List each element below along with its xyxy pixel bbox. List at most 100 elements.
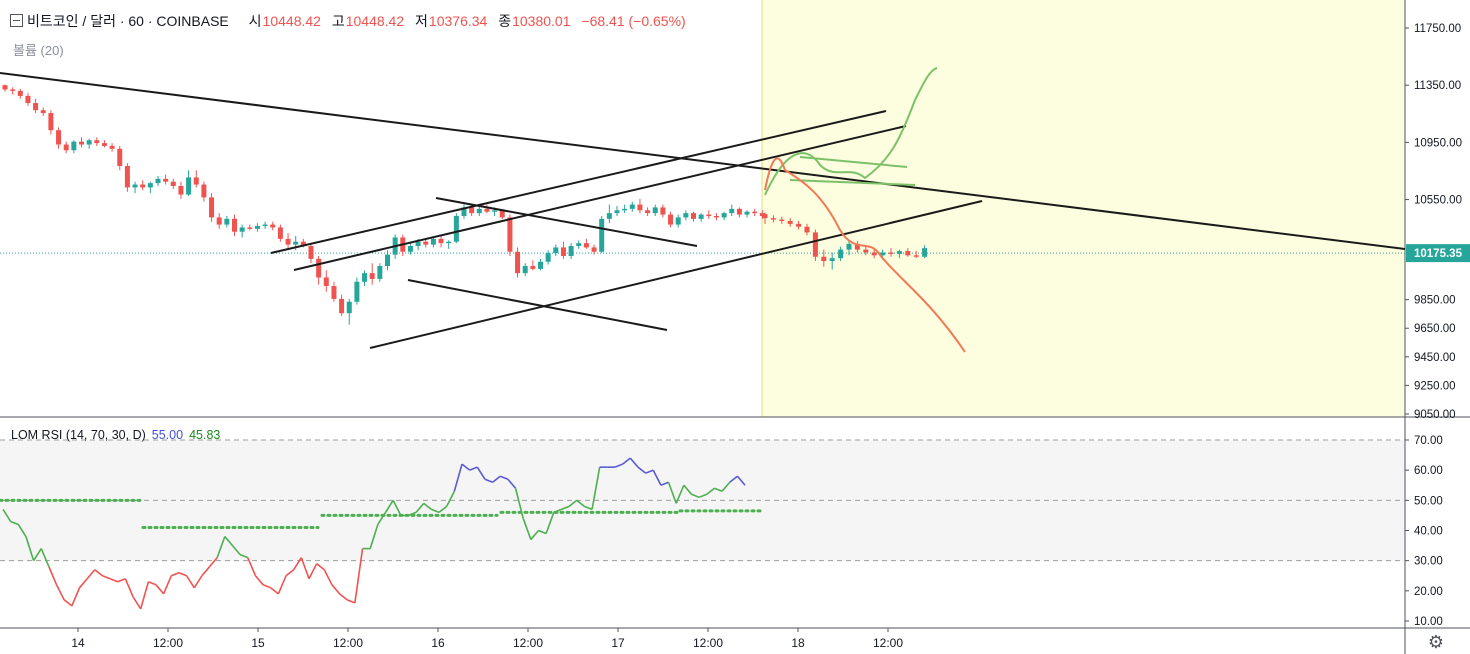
close-value: 10380.01 [512, 13, 571, 29]
candle-body [316, 258, 322, 278]
projection-candle-body [838, 249, 844, 259]
candle-body [691, 213, 696, 219]
trend-line [407, 279, 668, 331]
rsi-line-segment [522, 518, 532, 540]
time-tick-label: 12:00 [513, 636, 543, 650]
candle-body [193, 177, 199, 185]
rsi-line-segment [431, 508, 440, 514]
rsi-value-2: 45.83 [189, 428, 221, 442]
candle-body [606, 213, 612, 219]
rsi-line-segment [736, 475, 746, 486]
time-tick-label: 16 [431, 636, 445, 650]
time-tick-label: 12:00 [333, 636, 363, 650]
rsi-line-segment [637, 466, 647, 474]
price-tick-label: 10950.00 [1414, 137, 1462, 149]
volume-legend[interactable]: 볼륨 (20) [13, 43, 64, 58]
projection-candle-body [896, 251, 902, 254]
candle-body [553, 247, 559, 254]
rsi-line-segment [561, 505, 570, 511]
time-tick-label: 17 [611, 636, 625, 650]
candle-body [484, 208, 490, 212]
rsi-line-segment [507, 478, 517, 489]
rsi-line-segment [675, 484, 685, 504]
rsi-line-segment [277, 575, 287, 595]
bull-projection-flag [799, 156, 908, 168]
candle-body [507, 217, 513, 252]
rsi-line-segment [178, 571, 187, 577]
low-value: 10376.34 [428, 13, 488, 29]
rsi-line-segment [354, 548, 364, 604]
rsi-line-segment [262, 584, 272, 589]
candle-body [163, 178, 169, 182]
rsi-line-segment [117, 578, 126, 583]
candle-body [538, 261, 543, 269]
symbol-title[interactable]: 비트코인 / 달러 · 60 · COINBASE [27, 13, 229, 29]
open-value: 10448.42 [262, 13, 321, 29]
rsi-tick-label: 70.00 [1414, 435, 1443, 447]
rsi-line-segment [484, 478, 493, 483]
collapse-icon[interactable] [10, 14, 23, 27]
candle-body [530, 266, 536, 269]
rsi-line-segment [576, 499, 585, 507]
candle-body [660, 207, 666, 215]
rsi-tick-label: 50.00 [1414, 495, 1443, 507]
rsi-legend[interactable]: LOM RSI (14, 70, 30, D) 55.00 45.83 [11, 428, 220, 442]
price-tick-label: 9850.00 [1414, 295, 1456, 307]
settings-gear-icon[interactable]: ⚙ [1427, 632, 1445, 652]
time-tick-label: 14 [71, 636, 85, 650]
rsi-line-segment [339, 593, 348, 601]
candle-body [71, 141, 77, 151]
candle-body [17, 90, 23, 96]
candle-body [40, 110, 46, 114]
projection-candle-body [829, 258, 835, 262]
candle-body [140, 184, 146, 188]
rsi-tick-label: 10.00 [1414, 616, 1443, 628]
candle-body [599, 218, 605, 252]
rsi-line-segment [392, 499, 402, 516]
rsi-line-segment [162, 575, 173, 595]
candle-body [346, 301, 352, 314]
rsi-line-segment [323, 569, 333, 586]
trend-line [369, 200, 983, 349]
rsi-line-segment [476, 466, 486, 480]
candle-body [308, 246, 314, 259]
candle-body [232, 218, 237, 232]
rsi-value-1: 55.00 [151, 428, 184, 442]
candle-body [706, 214, 712, 216]
projection-candle-body [812, 232, 818, 257]
last-price-tag [1406, 244, 1470, 263]
rsi-line-segment [71, 587, 81, 607]
rsi-line-segment [453, 463, 463, 492]
rsi-line-segment [40, 548, 50, 568]
rsi-line-segment [239, 553, 249, 559]
candle-body [759, 213, 765, 216]
candle-body [438, 238, 444, 244]
candle-body [178, 185, 184, 195]
rsi-line-segment [308, 563, 318, 580]
candle-body [522, 266, 528, 274]
projection-candle-body [905, 251, 911, 256]
trend-line [270, 110, 887, 254]
symbol-legend: 비트코인 / 달러 · 60 · COINBASE 시10448.42 고104… [10, 11, 690, 31]
rsi-line-segment [568, 499, 578, 507]
candle-body [186, 177, 192, 195]
rsi-line-segment [270, 587, 279, 595]
rsi-line-segment [201, 566, 211, 577]
rsi-line-segment [300, 557, 310, 580]
rsi-line-segment [492, 475, 501, 483]
candle-body [147, 183, 153, 188]
candle-body [155, 178, 161, 184]
open-label: 시 [248, 13, 262, 29]
rsi-line-segment [86, 569, 96, 580]
rsi-line-segment [293, 557, 303, 571]
rsi-line-segment [78, 578, 88, 589]
rsi-line-segment [683, 484, 693, 495]
candle-body [216, 217, 222, 225]
rsi-line-segment [545, 512, 555, 534]
rsi-tick-label: 20.00 [1414, 586, 1443, 598]
candle-body [515, 251, 521, 274]
rsi-line-segment [384, 499, 394, 513]
high-value: 10448.42 [345, 13, 405, 29]
rsi-line-segment [714, 487, 723, 493]
